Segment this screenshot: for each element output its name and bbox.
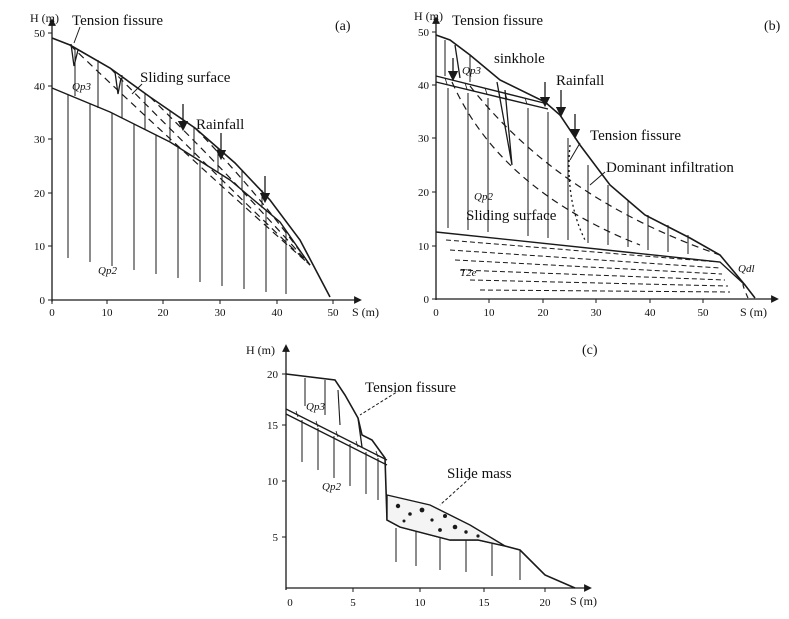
panel-a-strata-boundary xyxy=(51,87,311,266)
panel-c-y-tick: 10 xyxy=(267,476,279,488)
panel-a-y-tick: 30 xyxy=(34,134,46,146)
panel-b-x-tick: 0 xyxy=(433,307,439,319)
panel-a-y-tick: 40 xyxy=(34,81,46,93)
panel-c-slide-mass-label: Slide mass xyxy=(447,466,512,482)
panel-b-dominant-infiltration-label: Dominant infiltration xyxy=(606,160,734,176)
panel-a-x-tick: 10 xyxy=(102,307,114,319)
panel-c-x-tick: 5 xyxy=(350,597,356,609)
panel-a-x-tick: 0 xyxy=(49,307,55,319)
panel-c-strata-lower: Qp2 xyxy=(322,481,341,493)
panel-b-x-tick: 40 xyxy=(645,307,657,319)
panel-b-strata-boundary xyxy=(435,75,549,105)
panel-c-x-tick: 20 xyxy=(540,597,552,609)
panel-b-fissure xyxy=(454,44,461,79)
panel-b-y-axis-label: H (m) xyxy=(414,9,443,23)
panel-b-y-tick: 10 xyxy=(418,241,430,253)
panel-b-bedrock-top xyxy=(435,231,746,286)
panel-c-slide-mass-fill xyxy=(395,503,480,538)
panel-b-sliding-surface-label: Sliding surface xyxy=(466,208,557,224)
panel-b-x-axis-label: S (m) xyxy=(740,305,767,319)
panel-b-strata-bedrock: T2e xyxy=(460,267,477,279)
panel-c-fissure xyxy=(357,417,363,448)
panel-b-infiltration-path xyxy=(568,144,586,241)
panel-b-y-tick: 30 xyxy=(418,133,430,145)
panel-c-slide-mass xyxy=(386,494,506,547)
panel-a-y-tick: 50 xyxy=(34,28,46,40)
panel-c-x-tick: 0 xyxy=(287,597,293,609)
panel-c-x-tick: 15 xyxy=(479,597,491,609)
panel-c-x-axis-label: S (m) xyxy=(570,594,597,608)
panel-b-y-tick: 40 xyxy=(418,80,430,92)
panel-a-x-tick: 50 xyxy=(328,307,340,319)
panel-c-y-tick: 15 xyxy=(267,420,279,432)
panel-b-strata-upper: Qp3 xyxy=(462,65,481,77)
panel-b-rainfall-arrows xyxy=(447,58,581,140)
panel-c-label: (c) xyxy=(582,343,598,358)
panel-b-tension-fissure-top-label: Tension fissure xyxy=(452,13,543,29)
panel-a-y-tick: 20 xyxy=(34,188,46,200)
panel-c-text: (c) H (m) S (m) 5 10 15 20 0 5 10 15 20 … xyxy=(246,343,598,609)
panel-b-y-tick: 0 xyxy=(424,294,430,306)
panel-c xyxy=(282,344,592,592)
panel-a-fissure xyxy=(70,43,79,67)
panel-b-rainfall-label: Rainfall xyxy=(556,73,604,89)
panel-c-y-tick: 5 xyxy=(273,532,279,544)
panel-a-y-tick: 0 xyxy=(40,295,46,307)
panel-b-x-tick: 30 xyxy=(591,307,603,319)
panel-a-rainfall-label: Rainfall xyxy=(196,117,244,133)
panel-a-y-tick: 10 xyxy=(34,241,46,253)
panel-b-tension-fissure-mid-label: Tension fissure xyxy=(590,128,681,144)
panel-b-sinkhole xyxy=(496,81,513,166)
panel-a-text: (a) H (m) S (m) 0 10 20 30 40 50 0 10 20… xyxy=(30,11,379,319)
panel-c-strata-upper: Qp3 xyxy=(306,401,325,413)
panel-a-x-tick: 40 xyxy=(272,307,284,319)
panel-b-sliding-surfaces xyxy=(451,81,749,299)
panel-c-tension-fissure-label: Tension fissure xyxy=(365,380,456,396)
panel-c-x-tick: 10 xyxy=(415,597,427,609)
panel-a-x-tick: 20 xyxy=(158,307,170,319)
panel-a-strata-upper: Qp3 xyxy=(72,81,91,93)
panel-c-y-axis-label: H (m) xyxy=(246,343,275,357)
panel-b-strata-deposit: Qdl xyxy=(738,263,755,275)
panel-b-y-tick: 50 xyxy=(418,27,430,39)
panel-b-sinkhole-label: sinkhole xyxy=(494,51,545,67)
panel-a-sliding-surface-label: Sliding surface xyxy=(140,70,231,86)
panel-b-y-tick: 20 xyxy=(418,187,430,199)
panel-c-y-tick: 20 xyxy=(267,369,279,381)
panel-a-y-axis-label: H (m) xyxy=(30,11,59,25)
panel-a-label: (a) xyxy=(335,19,351,34)
panel-a-rainfall-arrows xyxy=(177,104,271,204)
panel-b-bedrock-layers xyxy=(445,239,731,293)
panel-b-strata-lower: Qp2 xyxy=(474,191,493,203)
panel-b-text: (b) H (m) S (m) 0 10 20 30 40 50 0 10 20… xyxy=(414,9,781,319)
panel-a-tension-fissure-label: Tension fissure xyxy=(72,13,163,29)
panel-a-strata-lower: Qp2 xyxy=(98,265,117,277)
panel-b-x-tick: 10 xyxy=(484,307,496,319)
panel-b-label: (b) xyxy=(764,19,781,34)
panel-b xyxy=(432,16,779,303)
panel-b-x-tick: 20 xyxy=(538,307,550,319)
panel-c-strata-boundary xyxy=(285,408,388,461)
panel-a-x-axis-label: S (m) xyxy=(352,305,379,319)
panel-a-hatching xyxy=(67,48,287,294)
panel-a xyxy=(48,18,362,304)
panel-a-x-tick: 30 xyxy=(215,307,227,319)
panel-b-x-tick: 50 xyxy=(698,307,710,319)
panel-c-hatching xyxy=(301,378,521,580)
panel-b-hatching xyxy=(444,40,689,254)
